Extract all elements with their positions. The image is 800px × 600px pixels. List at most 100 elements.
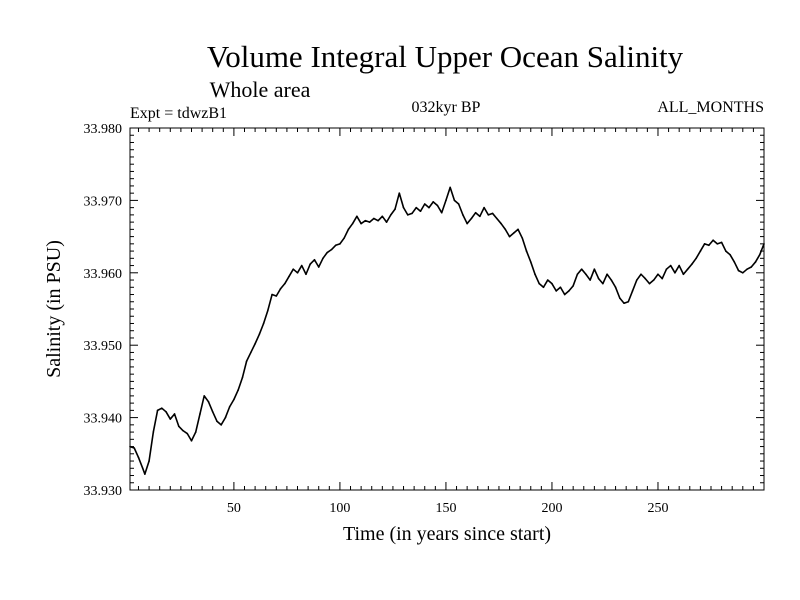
data-point: [250, 351, 252, 354]
data-point: [271, 293, 273, 296]
data-point: [449, 186, 451, 189]
data-point: [313, 258, 316, 261]
data-point: [500, 222, 502, 225]
experiment-label: Expt = tdwzB1: [130, 105, 227, 122]
data-point: [648, 282, 651, 285]
axis-ticks: [130, 127, 764, 491]
data-point: [364, 219, 367, 222]
data-point: [606, 273, 608, 276]
data-point: [517, 228, 519, 231]
data-point: [610, 279, 613, 281]
series-group: [129, 186, 765, 475]
data-point: [373, 217, 375, 220]
data-point: [682, 273, 685, 276]
data-point: [385, 221, 388, 223]
data-point: [496, 217, 498, 220]
data-point: [580, 268, 583, 270]
data-point: [483, 206, 485, 209]
data-point: [754, 261, 757, 263]
data-point: [542, 286, 545, 289]
data-point: [216, 420, 218, 423]
data-point: [317, 266, 320, 268]
data-point: [137, 456, 140, 459]
data-point: [194, 431, 197, 433]
x-tick-label: 250: [647, 501, 668, 516]
data-point: [529, 261, 532, 263]
data-point: [491, 212, 494, 215]
data-point: [597, 277, 600, 280]
data-point: [504, 228, 507, 231]
data-point: [742, 272, 744, 274]
y-axis-label: Salinity (in PSU): [43, 240, 65, 378]
data-point: [432, 201, 435, 203]
data-point: [322, 257, 324, 260]
data-point: [750, 266, 753, 268]
data-point: [708, 244, 710, 247]
data-point: [334, 244, 337, 247]
data-point: [534, 273, 536, 276]
data-point: [415, 206, 418, 209]
x-tick-label: 50: [227, 501, 241, 516]
data-point: [177, 425, 180, 428]
x-tick-label: 100: [329, 501, 350, 516]
data-point: [733, 261, 736, 263]
data-point: [330, 248, 333, 251]
data-point: [224, 416, 227, 419]
data-point: [661, 277, 664, 280]
data-point: [169, 418, 172, 420]
data-point: [211, 411, 214, 413]
data-point: [203, 395, 206, 397]
y-tick-label: 33.980: [84, 122, 123, 137]
data-point: [428, 206, 430, 209]
data-point: [419, 210, 422, 213]
data-point: [623, 302, 625, 305]
tick-labels: 50 100 150 200 250 33.930 33.940 33.950 33.960 33…: [84, 122, 669, 516]
data-point: [635, 279, 638, 281]
data-point: [644, 277, 647, 280]
data-point: [228, 405, 231, 408]
data-point: [165, 411, 167, 413]
data-point: [695, 257, 697, 260]
data-point: [572, 285, 574, 287]
data-point: [258, 333, 261, 336]
data-point: [305, 273, 307, 276]
data-point: [703, 243, 706, 245]
data-point: [275, 295, 278, 297]
data-point: [619, 297, 621, 299]
data-point: [152, 431, 155, 433]
data-point: [631, 290, 634, 292]
data-point: [161, 407, 163, 409]
data-point: [462, 214, 464, 216]
y-tick-label: 33.930: [84, 484, 123, 499]
period-label: 032kyr BP: [412, 99, 481, 116]
data-point: [559, 286, 562, 289]
data-point: [712, 239, 714, 242]
chart-subtitle: Whole area: [210, 77, 311, 102]
data-point: [326, 251, 329, 254]
data-point: [398, 192, 401, 194]
data-point: [394, 208, 396, 210]
data-point: [551, 282, 553, 285]
data-point: [368, 221, 371, 223]
data-point: [300, 264, 303, 267]
data-point: [144, 473, 146, 475]
x-tick-label: 200: [541, 501, 562, 516]
data-point: [453, 199, 456, 202]
data-point: [199, 413, 201, 415]
y-tick-label: 33.960: [84, 267, 123, 282]
data-point: [576, 273, 579, 276]
series-line: [129, 186, 765, 475]
data-point: [669, 264, 672, 267]
data-point: [725, 250, 727, 252]
data-point: [406, 214, 409, 216]
data-point: [470, 217, 473, 220]
data-point: [381, 215, 384, 218]
data-point: [283, 282, 286, 285]
data-point: [233, 398, 235, 401]
data-point: [254, 342, 256, 345]
data-point: [508, 235, 511, 238]
data-point: [487, 214, 490, 216]
data-point: [474, 211, 477, 214]
data-point: [737, 269, 740, 272]
